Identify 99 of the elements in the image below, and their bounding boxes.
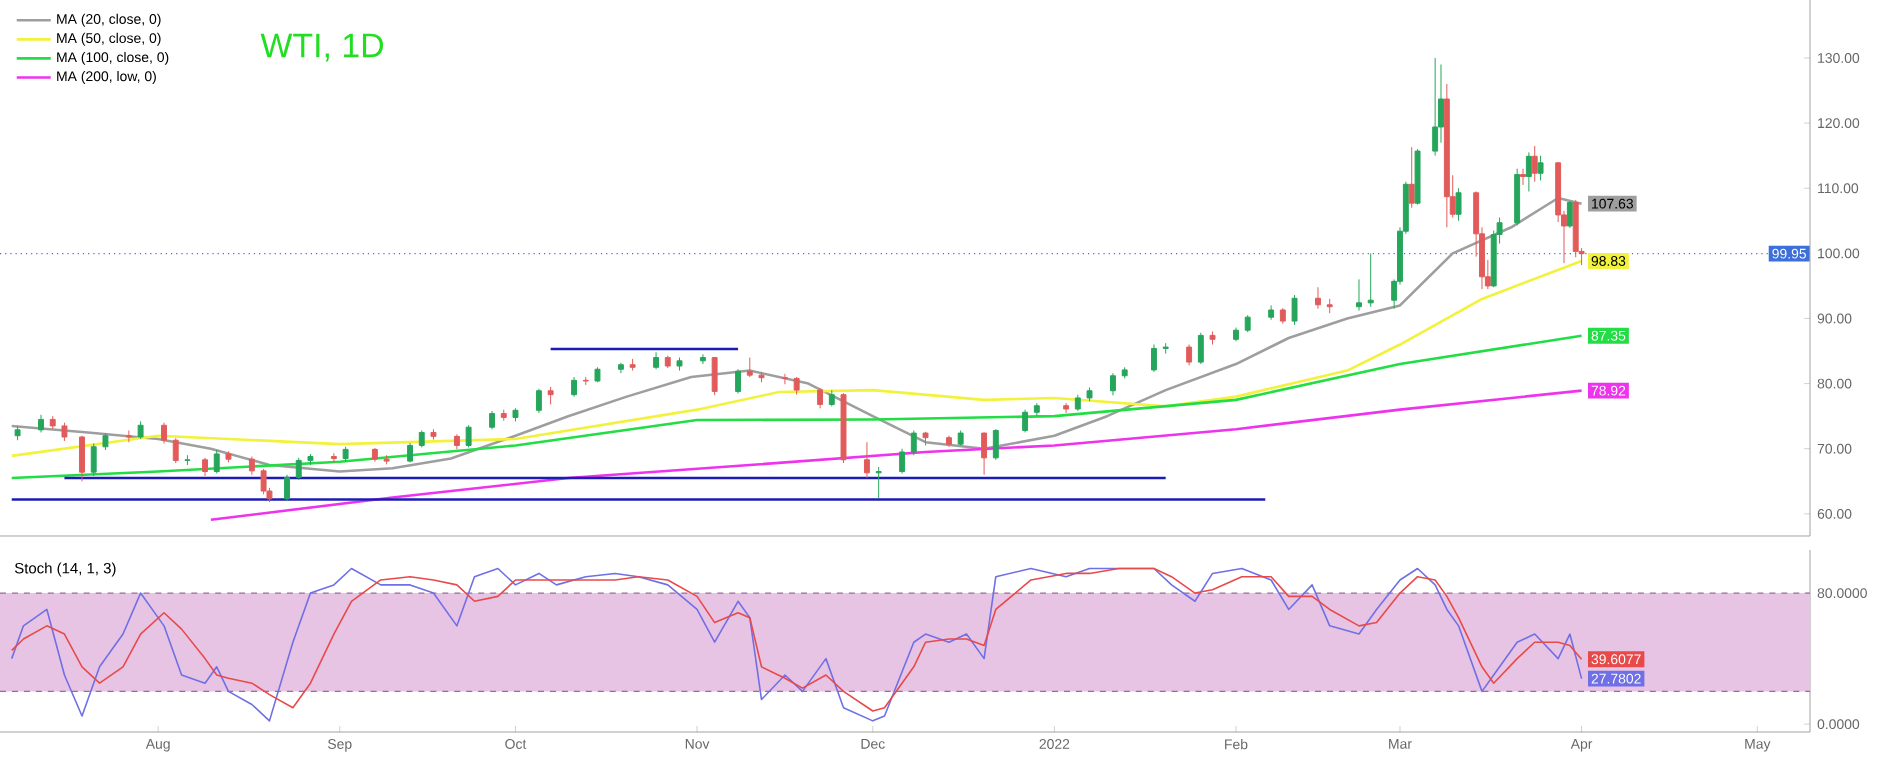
candlestick — [90, 443, 97, 477]
text: WTI, 1D — [260, 33, 384, 62]
candlestick — [1162, 342, 1169, 355]
candlestick — [1572, 199, 1579, 258]
candlestick — [582, 376, 589, 386]
candlestick — [910, 429, 917, 456]
candlestick — [307, 453, 314, 466]
candlestick — [184, 454, 191, 466]
candlestick — [1537, 155, 1544, 181]
candlestick — [407, 442, 413, 463]
candlestick — [547, 386, 554, 405]
candlestick — [1520, 168, 1526, 186]
candlestick — [1022, 409, 1029, 433]
candlestick — [1315, 286, 1321, 310]
candlestick — [653, 351, 660, 370]
candlestick — [1110, 372, 1116, 396]
candlestick — [248, 456, 255, 476]
candlestick — [1268, 304, 1275, 321]
candlestick — [1367, 252, 1374, 308]
candlestick — [863, 441, 870, 479]
candlestick — [1151, 344, 1157, 373]
candlestick — [699, 353, 706, 365]
candlestick — [1074, 394, 1081, 412]
candlestick — [14, 425, 21, 441]
candlestick — [213, 449, 220, 474]
candlestick — [125, 429, 132, 443]
candlestick — [1432, 57, 1439, 157]
line-series — [10, 334, 1583, 480]
candlestick — [981, 431, 988, 476]
candlestick — [922, 431, 929, 446]
candlestick — [284, 474, 290, 502]
candlestick — [1121, 366, 1128, 379]
candlestick — [202, 457, 208, 477]
candlestick — [500, 409, 507, 422]
candlestick — [1291, 294, 1298, 326]
candlestick — [1233, 327, 1239, 342]
candlestick — [758, 371, 765, 383]
candlestick — [1326, 298, 1333, 314]
candlestick — [1086, 387, 1093, 402]
candlestick — [102, 432, 109, 451]
candlestick — [617, 362, 624, 374]
candlestick — [1525, 151, 1532, 192]
candlestick — [1186, 344, 1193, 366]
candlestick — [430, 428, 437, 441]
candlestick — [1197, 332, 1204, 365]
candlestick — [1033, 402, 1040, 417]
candlestick — [1408, 146, 1415, 209]
candlestick — [629, 358, 636, 372]
candlestick — [49, 415, 56, 430]
candlestick — [875, 466, 882, 499]
candlestick — [172, 437, 179, 464]
line-series — [10, 196, 1583, 473]
line-series — [10, 259, 1583, 458]
candlestick — [295, 457, 302, 481]
candlestick — [1443, 83, 1450, 228]
candlestick — [793, 376, 800, 396]
candlestick — [817, 387, 824, 409]
candlestick — [1063, 402, 1070, 414]
line-series — [209, 389, 1583, 522]
candlestick — [512, 407, 519, 422]
candlestick — [1566, 200, 1573, 229]
candlestick — [225, 450, 232, 463]
candlestick — [371, 447, 378, 463]
candlestick — [465, 424, 472, 448]
candlestick — [957, 429, 964, 446]
candlestick — [594, 366, 601, 383]
candlestick — [664, 355, 671, 369]
candlestick — [489, 410, 496, 430]
candlestick — [571, 376, 578, 398]
candlestick — [1531, 145, 1538, 183]
candlestick — [330, 452, 337, 464]
candlestick — [746, 357, 753, 378]
candlestick — [453, 433, 460, 450]
candlestick — [38, 414, 44, 433]
candlestick — [899, 448, 906, 474]
candlestick — [161, 422, 167, 445]
candlestick — [945, 435, 952, 448]
candlestick — [1209, 330, 1216, 346]
candlestick — [735, 368, 742, 394]
candlestick — [676, 357, 683, 372]
candlestick — [781, 373, 788, 385]
candlestick — [137, 420, 144, 440]
candlestick — [828, 389, 835, 407]
candlestick — [535, 388, 542, 414]
candlestick — [992, 428, 999, 461]
candlestick — [79, 435, 85, 482]
candlestick — [383, 454, 390, 465]
candlestick — [1356, 278, 1362, 312]
candlestick — [711, 356, 718, 396]
candlestick — [1455, 187, 1462, 222]
candlestick — [260, 468, 267, 495]
candlestick — [418, 429, 425, 448]
candlestick — [1514, 168, 1521, 226]
candlestick — [342, 446, 349, 463]
candlestick — [1279, 307, 1286, 325]
candlestick — [840, 392, 847, 464]
candlestick — [1244, 314, 1251, 333]
candlestick — [61, 422, 68, 442]
candlestick — [1414, 148, 1421, 205]
